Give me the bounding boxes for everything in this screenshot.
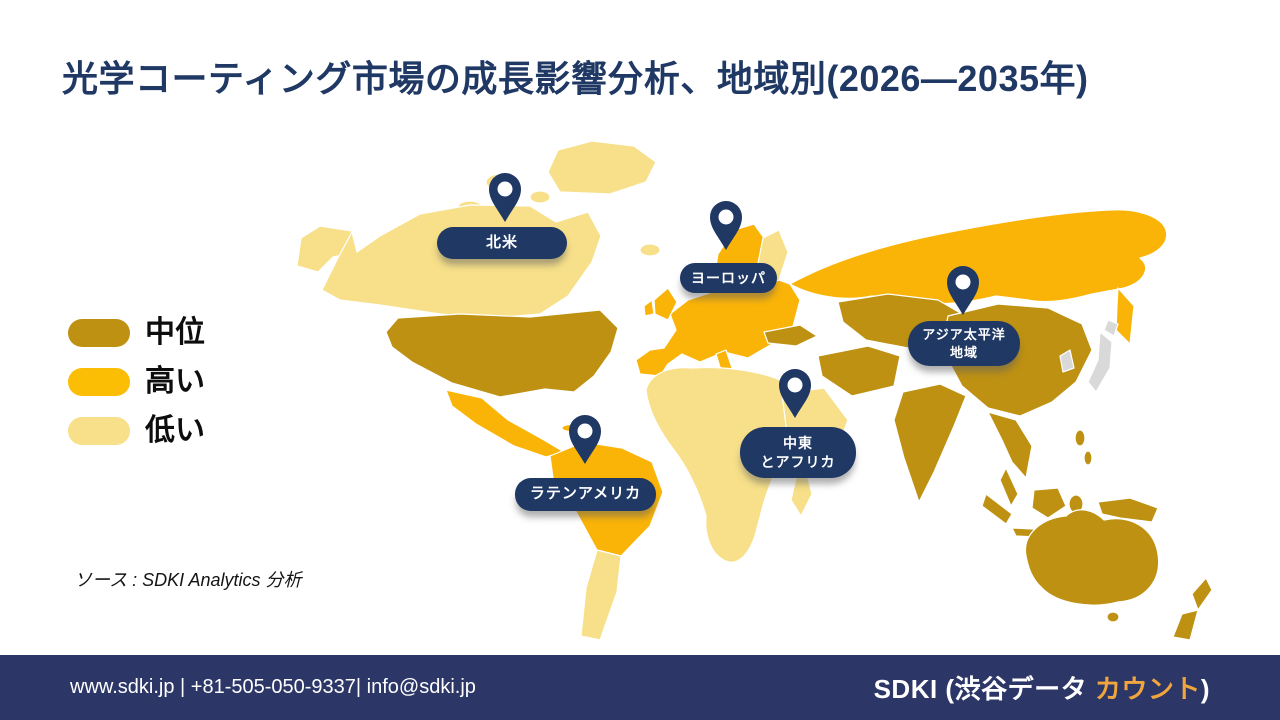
region-uk [653, 287, 678, 321]
region-mexico-central-america [445, 389, 565, 458]
legend-swatch-medium [68, 319, 130, 347]
location-pin-icon [947, 266, 979, 315]
location-pin-icon [489, 173, 521, 222]
legend-label: 高い [145, 365, 205, 398]
region-philippines-1 [1074, 429, 1086, 447]
region-iran-afghanistan [817, 345, 901, 397]
legend-label: 中位 [145, 316, 205, 349]
region-new-zealand-north [1191, 577, 1213, 611]
legend-swatch-high [68, 368, 130, 396]
region-label-middle-east-africa: 中東 とアフリカ [740, 427, 856, 478]
region-southeast-asia [987, 411, 1033, 479]
region-greenland [547, 140, 657, 195]
region-arctic-island-2 [529, 190, 551, 204]
region-japan [1087, 331, 1113, 393]
region-tasmania [1106, 611, 1120, 623]
region-label-text: 北米 [485, 233, 518, 251]
location-pin-icon [710, 201, 742, 250]
region-south-america-south [580, 549, 622, 641]
region-africa [645, 366, 815, 563]
region-label-europe: ヨーロッパ [680, 263, 777, 293]
source-note: ソース : SDKI Analytics 分析 [74, 570, 302, 590]
region-borneo [1031, 487, 1067, 519]
region-new-guinea [1097, 497, 1159, 523]
region-canada [321, 204, 602, 319]
map-regions-uncategorized [1059, 319, 1119, 393]
legend-item-low: 低い [68, 416, 205, 446]
map-pin-europe [707, 200, 745, 252]
region-kamchatka [1115, 287, 1135, 345]
region-label-text: 中東 [783, 434, 813, 451]
page-title: 光学コーティング市場の成長影響分析、地域別(2026—2035年) [62, 58, 1089, 99]
region-korea [1059, 349, 1075, 373]
footer: www.sdki.jp | +81-505-050-9337| info@sdk… [0, 655, 1280, 720]
region-label-text: とアフリカ [760, 453, 836, 470]
region-label-latin-america: ラテンアメリカ [515, 478, 656, 511]
region-australia [1024, 509, 1160, 606]
region-label-north-america: 北米 [437, 227, 567, 259]
map-pin-north-america [486, 172, 524, 224]
legend-item-medium: 中位 [68, 318, 205, 348]
region-label-text: 地域 [949, 344, 978, 360]
region-india [893, 383, 967, 503]
region-ireland [643, 299, 655, 317]
region-europe [635, 267, 801, 377]
region-turkey [763, 324, 818, 347]
region-philippines-2 [1083, 450, 1093, 466]
legend: 中位 高い 低い [68, 318, 205, 465]
region-label-text: ヨーロッパ [691, 269, 766, 286]
legend-swatch-low [68, 417, 130, 445]
footer-brand: SDKI (渋谷データ カウント) [874, 669, 1210, 706]
location-pin-icon [779, 369, 811, 418]
footer-contact: www.sdki.jp | +81-505-050-9337| info@sdk… [70, 676, 476, 698]
map-pin-latin-america [566, 414, 604, 466]
map-pin-asia-pacific [944, 265, 982, 317]
region-new-zealand-south [1172, 609, 1199, 641]
region-sumatra [981, 493, 1013, 525]
brand-accent-text: カウント [1094, 674, 1201, 704]
map-pin-middle-east-africa [776, 368, 814, 420]
brand-text: ) [1200, 674, 1210, 704]
region-malay-peninsula [999, 467, 1019, 507]
region-hokkaido [1103, 319, 1119, 337]
region-usa [385, 309, 619, 398]
region-label-text: アジア太平洋 [922, 326, 1006, 342]
region-iceland [639, 243, 661, 257]
legend-item-high: 高い [68, 367, 205, 397]
legend-label: 低い [145, 414, 205, 447]
brand-text: SDKI (渋谷データ [873, 674, 1095, 704]
region-label-asia-pacific: アジア太平洋 地域 [908, 321, 1020, 366]
region-label-text: ラテンアメリカ [529, 485, 642, 503]
location-pin-icon [569, 415, 601, 464]
